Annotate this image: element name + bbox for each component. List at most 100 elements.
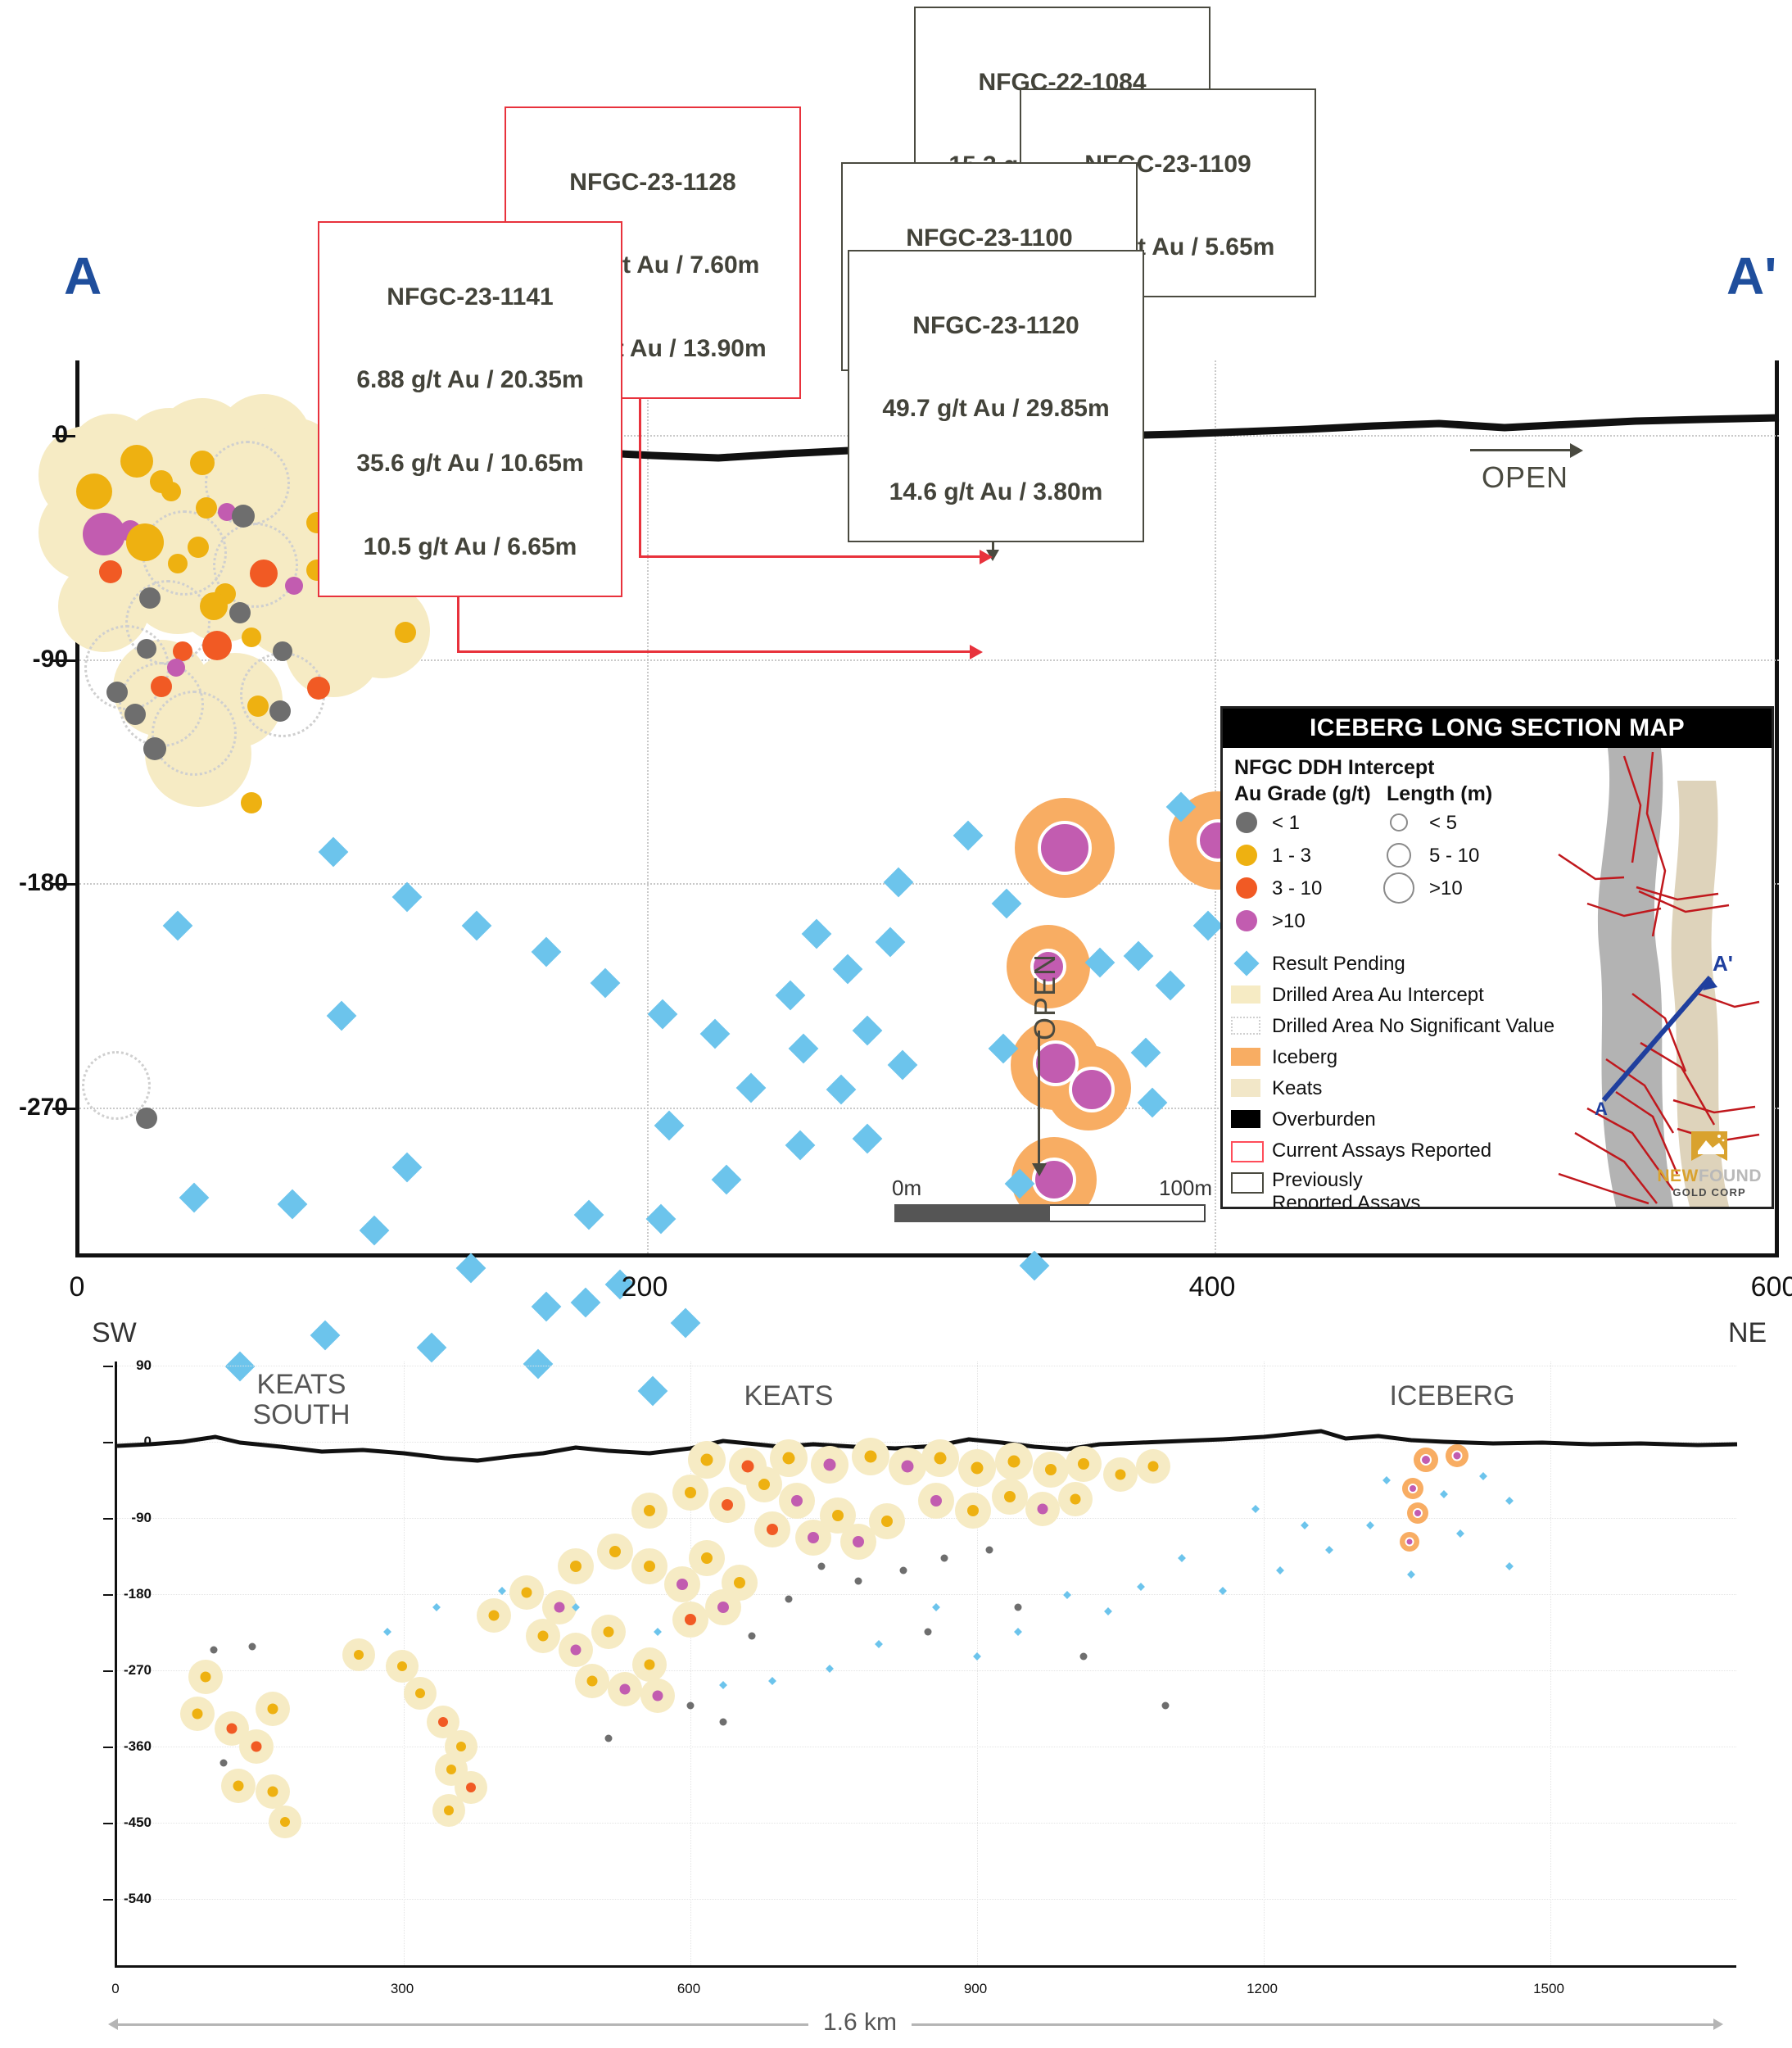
ls-iceberg-dot[interactable] — [1420, 1454, 1432, 1466]
intercept-dot[interactable] — [173, 641, 192, 661]
result-pending-diamond[interactable] — [826, 1074, 857, 1105]
ls-dot[interactable] — [785, 1595, 793, 1603]
result-pending-diamond[interactable] — [852, 1015, 883, 1046]
result-pending-diamond[interactable] — [1130, 1037, 1161, 1068]
ls-dot[interactable] — [444, 1806, 454, 1815]
result-pending-diamond[interactable] — [1019, 1250, 1050, 1281]
ls-dot[interactable] — [644, 1505, 655, 1516]
ls-dot[interactable] — [1037, 1503, 1048, 1515]
result-pending-diamond[interactable] — [711, 1164, 742, 1195]
ls-dot[interactable] — [609, 1546, 621, 1557]
ls-dot[interactable] — [934, 1452, 947, 1465]
ls-dot[interactable] — [767, 1524, 778, 1535]
result-pending-diamond[interactable] — [645, 1203, 677, 1235]
ls-dot[interactable] — [722, 1499, 733, 1511]
ls-dot[interactable] — [854, 1577, 862, 1585]
ls-dot[interactable] — [397, 1661, 407, 1671]
ls-iceberg-dot[interactable] — [1413, 1508, 1423, 1518]
ls-iceberg-dot[interactable] — [1451, 1450, 1463, 1461]
ls-dot[interactable] — [853, 1536, 864, 1547]
iceberg-dot[interactable] — [1032, 1158, 1076, 1202]
ls-dot[interactable] — [748, 1632, 756, 1640]
intercept-dot[interactable] — [250, 560, 278, 587]
result-pending-diamond[interactable] — [570, 1287, 601, 1318]
ls-dot[interactable] — [200, 1671, 211, 1683]
result-pending-diamond[interactable] — [1192, 910, 1224, 941]
ls-dot[interactable] — [652, 1690, 663, 1701]
ls-dot[interactable] — [438, 1717, 448, 1727]
ls-dot[interactable] — [719, 1718, 727, 1726]
ls-dot[interactable] — [791, 1495, 803, 1507]
ls-dot[interactable] — [700, 1453, 713, 1466]
intercept-dot[interactable] — [168, 554, 188, 573]
intercept-dot[interactable] — [137, 639, 156, 659]
intercept-dot[interactable] — [200, 592, 228, 620]
intercept-dot[interactable] — [190, 451, 215, 475]
intercept-dot[interactable] — [232, 505, 255, 528]
ls-dot[interactable] — [1115, 1469, 1126, 1480]
result-pending-diamond[interactable] — [391, 1152, 423, 1183]
ls-dot[interactable] — [717, 1602, 729, 1613]
result-pending-diamond[interactable] — [326, 1000, 357, 1031]
ls-dot[interactable] — [758, 1479, 770, 1490]
ls-dot[interactable] — [1045, 1464, 1057, 1475]
ls-dot[interactable] — [1161, 1701, 1170, 1710]
ls-dot[interactable] — [971, 1461, 984, 1475]
result-pending-diamond[interactable] — [277, 1189, 308, 1220]
ls-dot[interactable] — [537, 1630, 549, 1642]
result-pending-diamond[interactable] — [1155, 970, 1186, 1001]
intercept-dot[interactable] — [106, 682, 128, 703]
ls-dot[interactable] — [604, 1734, 613, 1742]
result-pending-diamond[interactable] — [991, 888, 1022, 919]
ls-dot[interactable] — [741, 1460, 754, 1473]
ls-dot[interactable] — [967, 1505, 979, 1516]
intercept-dot[interactable] — [242, 628, 261, 647]
ls-dot[interactable] — [415, 1688, 425, 1698]
ls-dot[interactable] — [1079, 1652, 1088, 1661]
result-pending-diamond[interactable] — [788, 1033, 819, 1064]
ls-dot[interactable] — [644, 1659, 655, 1670]
ls-dot[interactable] — [354, 1650, 364, 1660]
ls-dot[interactable] — [1078, 1458, 1089, 1470]
ls-dot[interactable] — [226, 1723, 238, 1734]
ls-dot[interactable] — [233, 1780, 244, 1792]
result-pending-diamond[interactable] — [801, 918, 832, 949]
ls-dot[interactable] — [267, 1786, 278, 1797]
result-pending-diamond[interactable] — [573, 1199, 604, 1230]
result-pending-diamond[interactable] — [670, 1307, 701, 1339]
result-pending-diamond[interactable] — [359, 1215, 390, 1246]
ls-dot[interactable] — [685, 1614, 696, 1625]
intercept-dot[interactable] — [99, 560, 122, 583]
ls-dot[interactable] — [1014, 1603, 1022, 1611]
ls-dot[interactable] — [864, 1450, 877, 1463]
ls-dot[interactable] — [219, 1759, 228, 1767]
result-pending-diamond[interactable] — [310, 1320, 341, 1351]
intercept-dot[interactable] — [167, 659, 185, 677]
intercept-dot[interactable] — [120, 445, 153, 478]
ls-dot[interactable] — [1007, 1455, 1020, 1468]
result-pending-diamond[interactable] — [883, 867, 914, 898]
ls-dot[interactable] — [267, 1703, 278, 1715]
intercept-dot[interactable] — [196, 497, 217, 519]
intercept-dot[interactable] — [76, 473, 112, 510]
intercept-dot[interactable] — [273, 641, 292, 661]
intercept-dot[interactable] — [151, 676, 172, 697]
intercept-dot[interactable] — [285, 577, 303, 595]
ls-dot[interactable] — [701, 1552, 713, 1564]
ls-dot[interactable] — [521, 1587, 532, 1598]
ls-dot[interactable] — [940, 1554, 948, 1562]
result-pending-diamond[interactable] — [852, 1123, 883, 1154]
ls-dot[interactable] — [1004, 1491, 1016, 1502]
ls-dot[interactable] — [570, 1561, 581, 1572]
ls-dot[interactable] — [808, 1532, 819, 1543]
ls-dot[interactable] — [985, 1546, 993, 1554]
result-pending-diamond[interactable] — [887, 1049, 918, 1081]
ls-dot[interactable] — [881, 1516, 893, 1527]
ls-dot[interactable] — [899, 1566, 907, 1575]
intercept-dot[interactable] — [83, 513, 125, 555]
ls-dot[interactable] — [280, 1817, 290, 1827]
ls-dot[interactable] — [1147, 1461, 1159, 1472]
ls-dot[interactable] — [823, 1458, 836, 1471]
ls-dot[interactable] — [570, 1644, 581, 1656]
ls-dot[interactable] — [456, 1742, 466, 1751]
